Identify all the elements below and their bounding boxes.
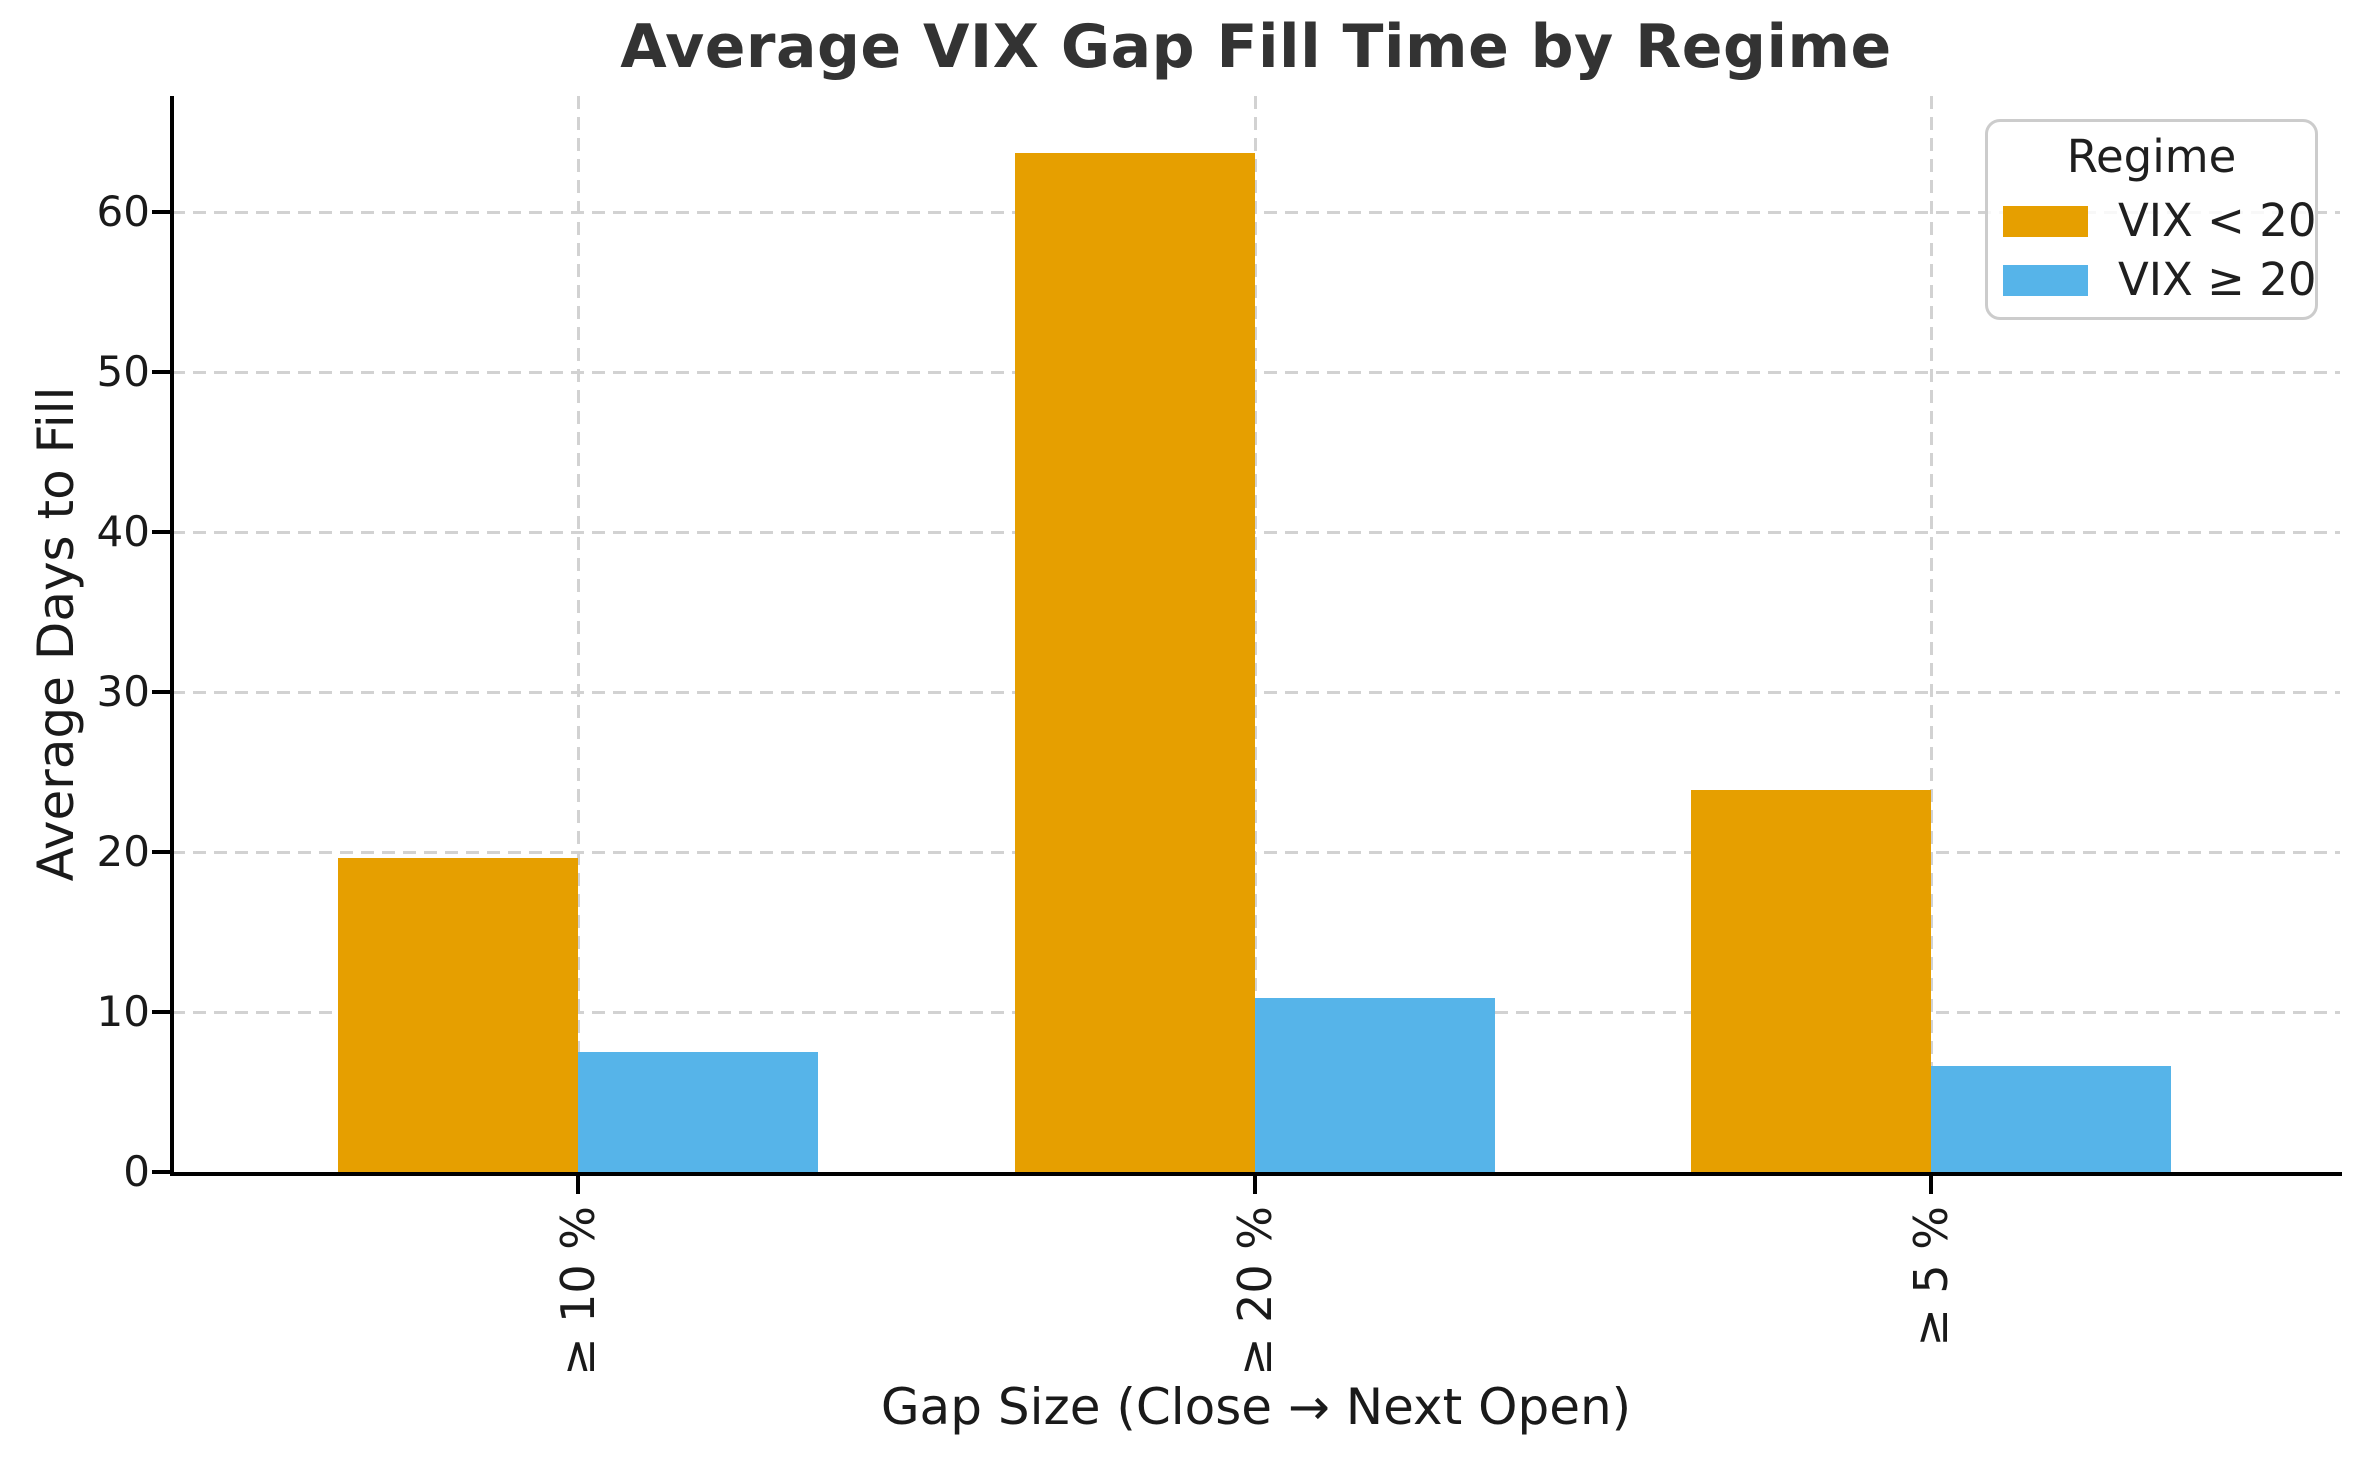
legend-title: Regime <box>2066 130 2237 183</box>
y-tick-mark <box>152 850 170 854</box>
y-tick-label: 50 <box>96 347 150 396</box>
y-tick-label: 40 <box>96 507 150 556</box>
x-axis-label: Gap Size (Close → Next Open) <box>880 1378 1632 1436</box>
y-tick-mark <box>152 1170 170 1174</box>
gridline-vertical <box>576 96 580 1172</box>
y-tick-mark <box>152 530 170 534</box>
legend-item-vix-lt-20: VIX < 20 <box>2003 194 2317 247</box>
y-tick-mark <box>152 210 170 214</box>
y-tick-mark <box>152 690 170 694</box>
y-tick-label: 60 <box>96 187 150 236</box>
y-tick-label: 0 <box>123 1147 150 1196</box>
bar-vix-lt-20 <box>338 858 578 1172</box>
bar-vix-ge-20 <box>578 1052 818 1172</box>
gridline-vertical <box>1929 96 1933 1172</box>
bar-vix-ge-20 <box>1255 997 1495 1172</box>
bar-vix-lt-20 <box>1691 789 1931 1172</box>
y-tick-label: 20 <box>96 827 150 876</box>
x-tick-mark <box>576 1176 580 1194</box>
bar-vix-ge-20 <box>1931 1066 2171 1172</box>
bar-vix-lt-20 <box>1015 152 1255 1172</box>
x-tick-label: ≥ 10 % <box>551 1206 605 1377</box>
x-tick-label: ≥ 5 % <box>1904 1206 1958 1347</box>
legend: Regime VIX < 20 VIX ≥ 20 <box>1985 119 2318 320</box>
legend-item-vix-ge-20: VIX ≥ 20 <box>2003 253 2317 306</box>
y-tick-mark <box>152 370 170 374</box>
legend-swatch-vix-lt-20 <box>2003 205 2088 237</box>
y-tick-label: 30 <box>96 667 150 716</box>
legend-swatch-vix-ge-20 <box>2003 264 2088 296</box>
y-axis-label: Average Days to Fill <box>27 386 85 882</box>
y-tick-mark <box>152 1010 170 1014</box>
chart-title: Average VIX Gap Fill Time by Regime <box>620 12 1892 82</box>
x-tick-label: ≥ 20 % <box>1228 1206 1282 1377</box>
gridline-vertical <box>1253 96 1257 1172</box>
legend-label-vix-ge-20: VIX ≥ 20 <box>2118 253 2317 306</box>
y-tick-label: 10 <box>96 987 150 1036</box>
x-tick-mark <box>1253 1176 1257 1194</box>
legend-label-vix-lt-20: VIX < 20 <box>2118 194 2317 247</box>
x-tick-mark <box>1929 1176 1933 1194</box>
